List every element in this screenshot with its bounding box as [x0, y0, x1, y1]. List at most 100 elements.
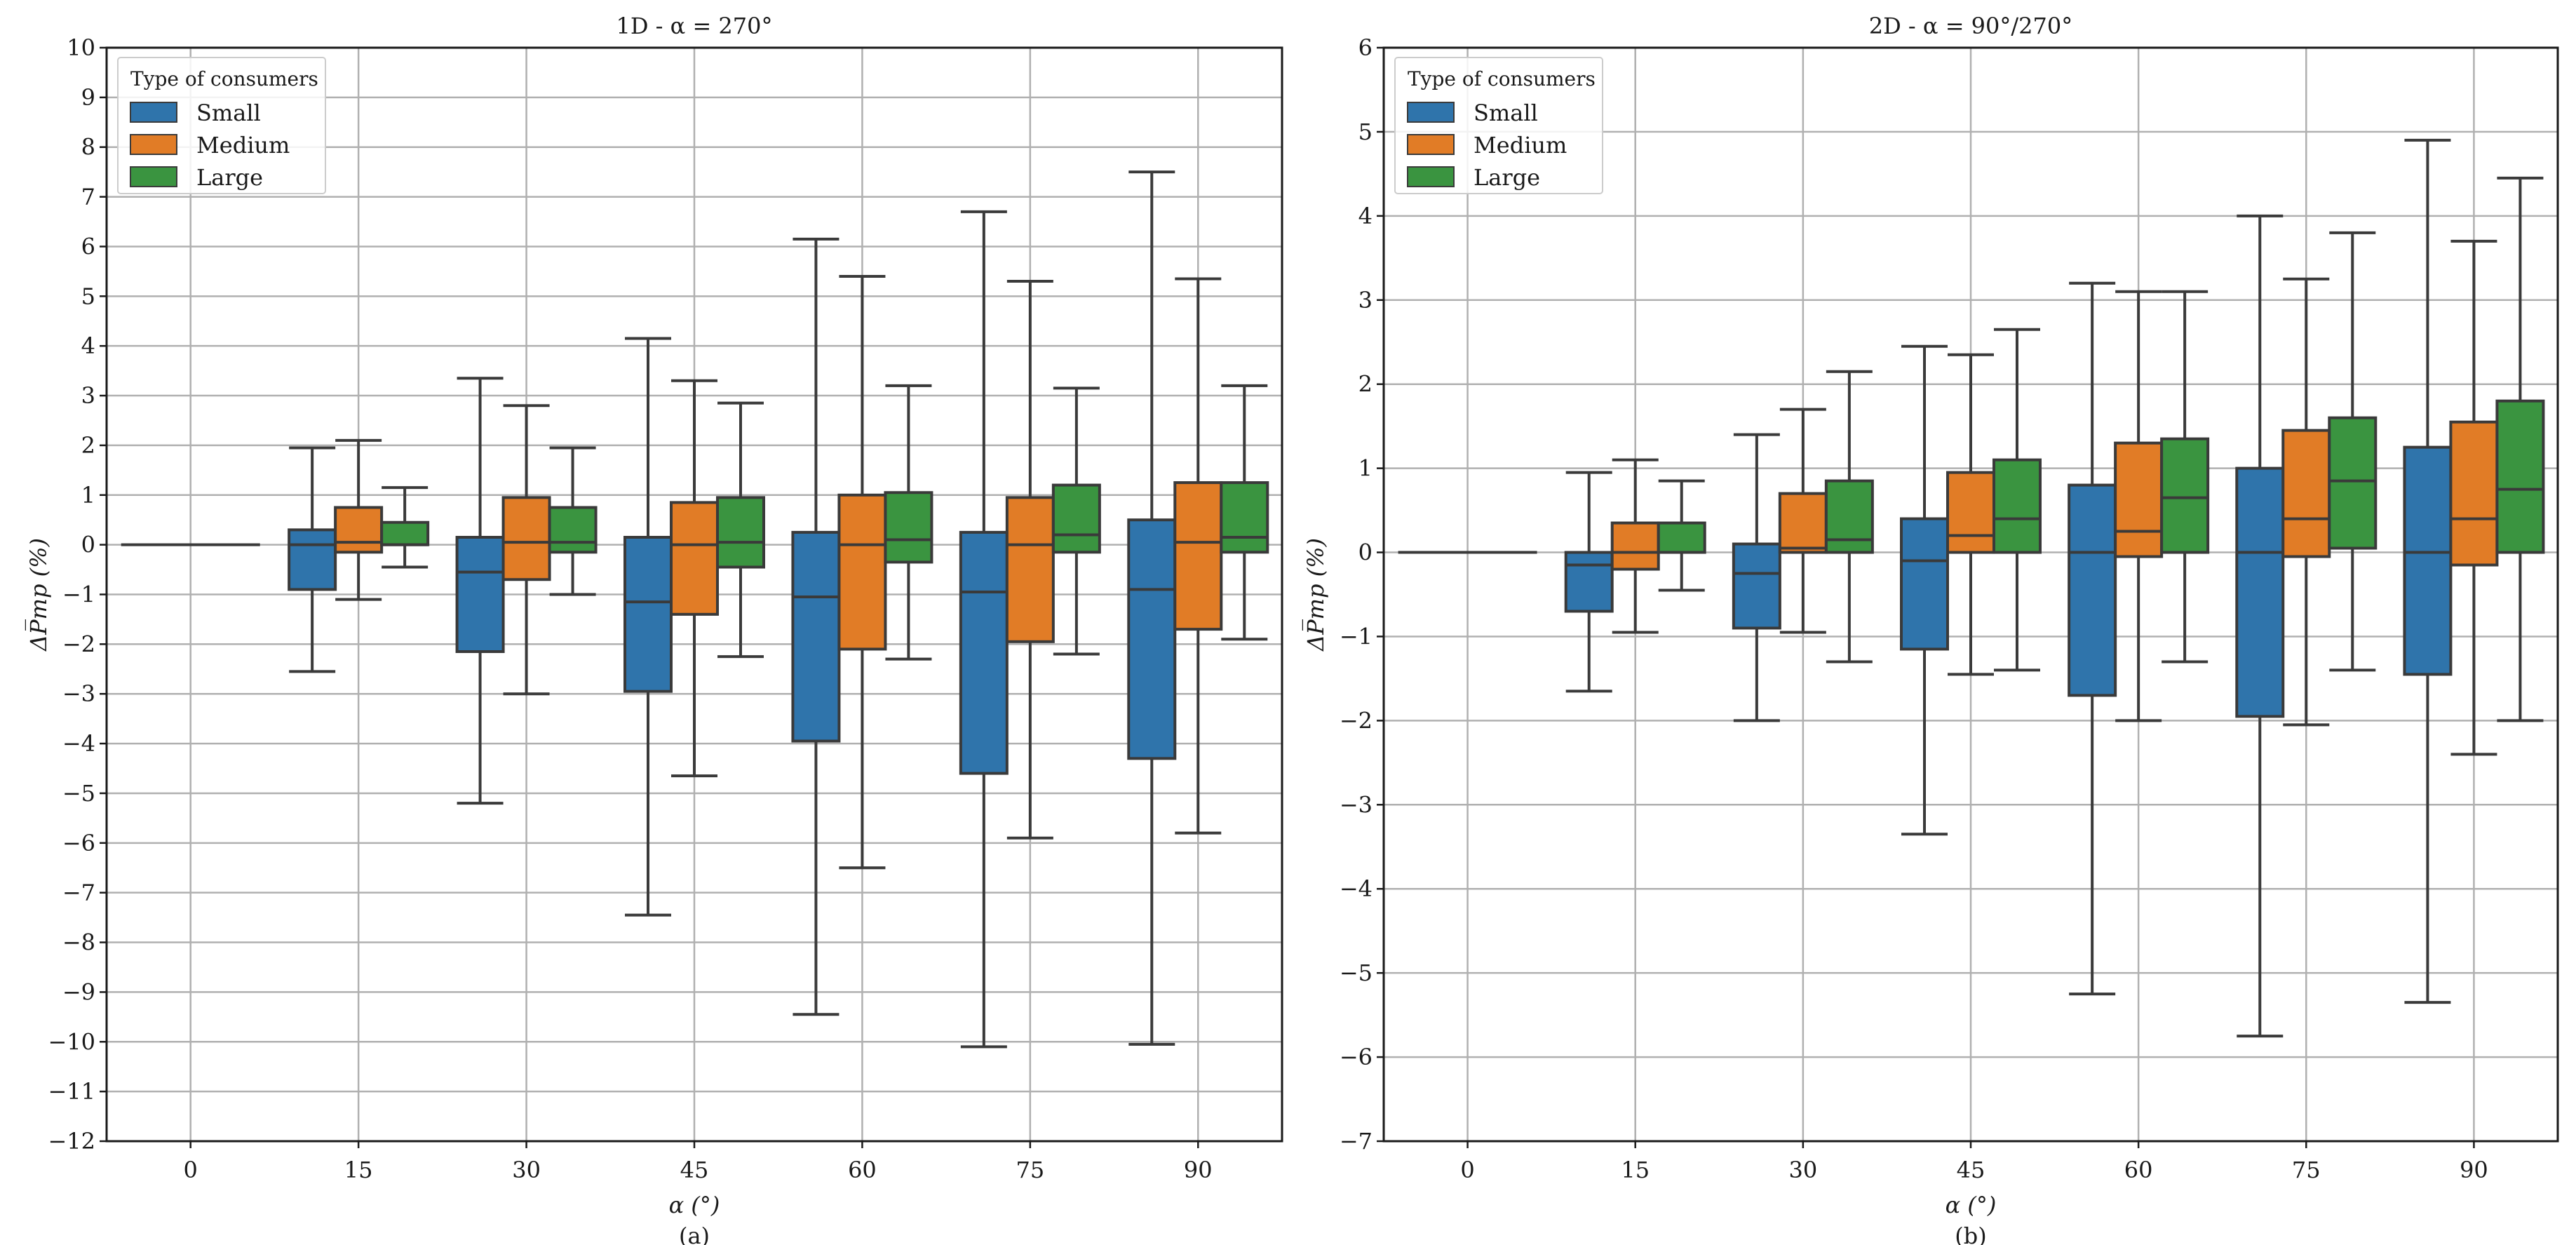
y-tick-label: −5 — [1340, 960, 1373, 986]
y-tick-label: 5 — [1358, 119, 1373, 145]
box-large — [1657, 479, 1706, 592]
x-axis-label-b: α (°) — [1946, 1192, 1997, 1218]
y-tick-label: −10 — [48, 1028, 95, 1055]
y-tick-label: −2 — [1340, 707, 1373, 734]
legend-entry-medium: Medium — [130, 132, 290, 159]
legend-label-medium: Medium — [196, 132, 290, 159]
boxes-b — [1398, 138, 2545, 1038]
box-body — [2114, 441, 2164, 558]
legend-entry-large: Large — [130, 164, 263, 191]
x-tick-label: 0 — [1460, 1157, 1474, 1183]
box-body — [2449, 420, 2499, 567]
legend-swatch-large — [130, 166, 177, 187]
legend-label-medium: Medium — [1474, 132, 1567, 159]
box-medium — [2114, 290, 2164, 722]
box-body — [959, 530, 1009, 775]
y-tick-label: 3 — [1358, 287, 1373, 314]
x-tick-label: 60 — [848, 1157, 877, 1183]
legend-a: Type of consumers Small Medium Large — [117, 57, 326, 194]
chart-panel-a: −12−11−10−9−8−7−6−5−4−3−2−1012345678910 … — [25, 13, 1283, 1245]
legend-swatch-small — [1407, 102, 1455, 123]
y-tick-label: 8 — [81, 134, 95, 161]
y-axis-label-a: ΔP̅mp (%) — [25, 538, 52, 652]
box-body — [1127, 518, 1177, 760]
box-small — [623, 337, 673, 917]
legend-entry-small: Small — [1407, 100, 1538, 126]
box-small — [1732, 433, 1781, 722]
box-body — [837, 493, 887, 651]
box-body — [1564, 551, 1614, 613]
box-medium — [501, 404, 551, 696]
y-tick-label: −1 — [62, 581, 95, 608]
box-body — [1824, 479, 1874, 554]
box-body — [791, 530, 841, 743]
box-medium — [837, 274, 887, 870]
boxes-a — [121, 170, 1269, 1049]
box-body — [548, 506, 598, 554]
box-medium — [2449, 239, 2499, 756]
legend-swatch-large — [1407, 166, 1455, 187]
legend-frame-a — [117, 57, 326, 194]
box-small — [959, 210, 1009, 1049]
box-medium — [670, 379, 719, 778]
legend-entry-small: Small — [130, 100, 261, 126]
legend-b: Type of consumers Small Medium Large — [1394, 57, 1603, 194]
box-medium — [1005, 280, 1055, 840]
box-small — [1564, 471, 1614, 693]
y-tick-label: −11 — [48, 1078, 95, 1105]
y-tick-label: −5 — [62, 780, 95, 807]
x-tick-label: 15 — [344, 1157, 373, 1183]
box-small — [791, 237, 841, 1016]
box-small — [2068, 281, 2117, 996]
legend-swatch-small — [130, 102, 177, 123]
x-tick-label: 45 — [680, 1157, 709, 1183]
y-tick-label: 0 — [1358, 539, 1373, 566]
y-tick-label: 10 — [67, 34, 95, 61]
box-small — [1900, 344, 1949, 836]
legend-swatch-medium — [130, 134, 177, 155]
y-tick-label: 4 — [81, 332, 95, 359]
y-tick-label: −6 — [62, 830, 95, 856]
box-large — [2495, 176, 2545, 722]
y-tick-label: 0 — [81, 532, 95, 558]
box-body — [1992, 458, 2042, 554]
legend-swatch-medium — [1407, 134, 1455, 155]
box-large — [2328, 231, 2378, 672]
y-tick-label: −8 — [62, 929, 95, 956]
x-ticks-b: 0 15 30 45 60 75 90 — [1460, 1141, 2488, 1183]
box-large — [1824, 370, 1874, 664]
y-tick-label: 2 — [81, 432, 95, 459]
y-tick-label: −7 — [62, 880, 95, 906]
box-small — [1127, 170, 1177, 1046]
box-body — [884, 491, 933, 564]
y-tick-label: −9 — [62, 978, 95, 1005]
box-body — [1051, 483, 1101, 554]
box-body — [1610, 521, 1660, 571]
box-body — [1173, 481, 1223, 631]
x-tick-label: 45 — [1957, 1157, 1985, 1183]
box-body — [1946, 471, 1995, 554]
box-body — [623, 536, 673, 693]
legend-label-large: Large — [1474, 164, 1540, 191]
box-large — [2160, 290, 2210, 664]
box-body — [455, 536, 505, 653]
y-tick-label: −3 — [1340, 791, 1373, 818]
y-tick-label: −3 — [62, 680, 95, 707]
box-body — [2495, 399, 2545, 554]
box-body — [334, 506, 384, 554]
box-body — [1220, 481, 1269, 554]
box-body — [1778, 492, 1828, 554]
y-tick-label: −6 — [1340, 1044, 1373, 1070]
box-body — [2281, 429, 2331, 558]
box-small — [2403, 138, 2453, 1004]
box-body — [288, 528, 337, 591]
y-tick-label: −1 — [1340, 623, 1373, 650]
x-axis-label-a: α (°) — [669, 1192, 720, 1218]
x-ticks-a: 0 15 30 45 60 75 90 — [184, 1141, 1213, 1183]
y-tick-label: 3 — [81, 382, 95, 409]
box-large — [1992, 328, 2042, 672]
caption-a: (a) — [679, 1223, 710, 1245]
chart-title-a: 1D - α = 270° — [616, 13, 772, 39]
y-tick-label: −2 — [62, 631, 95, 657]
box-small — [455, 377, 505, 805]
